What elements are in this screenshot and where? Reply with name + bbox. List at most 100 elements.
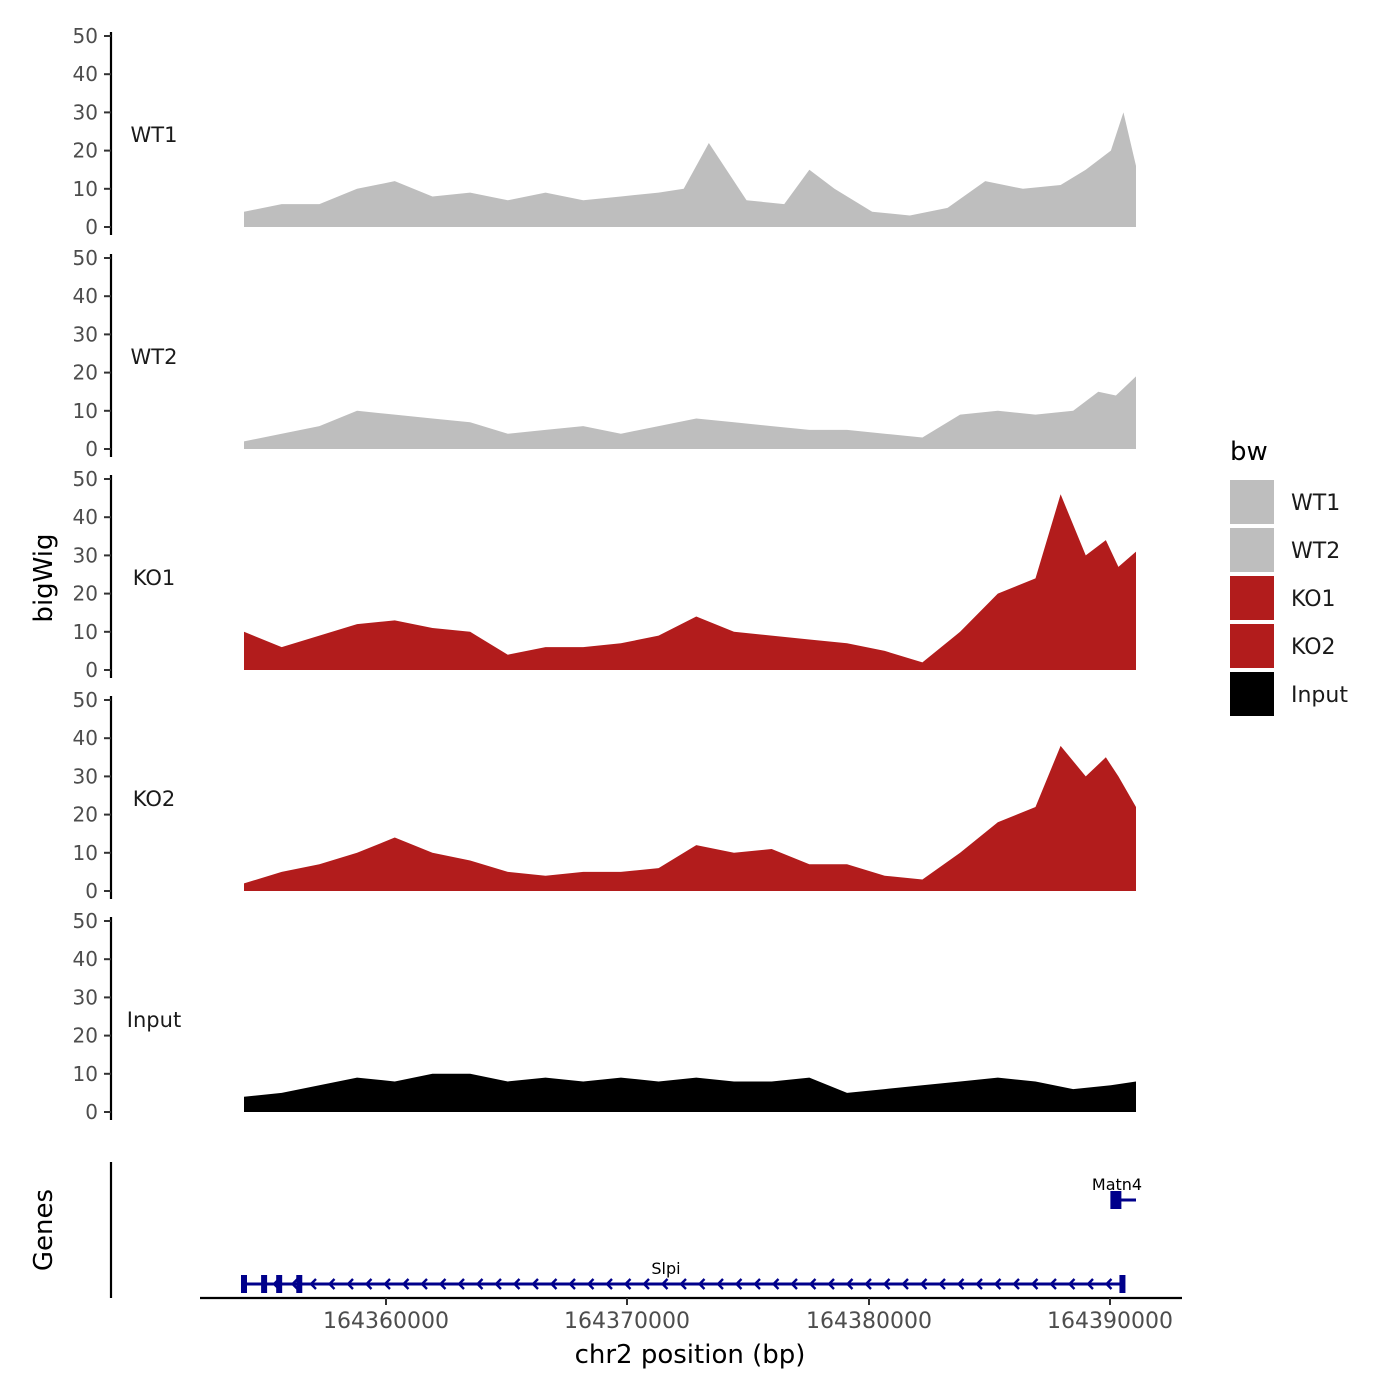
- track-label: KO1: [133, 566, 176, 590]
- strand-arrow: [1067, 1278, 1076, 1290]
- y-tick-label: 0: [85, 879, 98, 903]
- y-tick-label: 40: [73, 284, 98, 308]
- exon: [241, 1275, 247, 1293]
- y-tick-label: 10: [73, 841, 98, 865]
- y-tick-label: 40: [73, 62, 98, 86]
- strand-arrow: [346, 1278, 354, 1290]
- y-tick-label: 20: [73, 582, 98, 606]
- strand-arrow: [623, 1278, 632, 1290]
- y-tick-label: 30: [73, 543, 98, 567]
- track-ko1: 0 10 20 30 40 50 KO1: [73, 467, 1136, 682]
- legend-label: Input: [1291, 683, 1348, 708]
- strand-arrow: [864, 1278, 872, 1290]
- strand-arrow: [1104, 1278, 1113, 1290]
- legend-items: WT1 WT2 KO1 KO2 Input: [1230, 480, 1348, 716]
- legend: bw WT1 WT2 KO1 KO2 Input: [1230, 437, 1348, 716]
- strand-arrow: [697, 1278, 706, 1290]
- strand-arrow: [1030, 1278, 1039, 1290]
- x-ticks: 164360000 164370000 164380000 164390000: [323, 1298, 1173, 1334]
- strand-arrow: [938, 1278, 946, 1290]
- legend-label: WT2: [1291, 539, 1340, 564]
- y-tick-label: 0: [85, 215, 98, 239]
- y-tick-label: 10: [73, 620, 98, 644]
- legend-title: bw: [1230, 437, 1268, 467]
- x-tick-label: 164380000: [806, 1309, 932, 1334]
- y-tick-label: 30: [73, 100, 98, 124]
- y-tick-label: 40: [73, 505, 98, 529]
- y-tick-label: 20: [73, 361, 98, 385]
- legend-label: WT1: [1291, 491, 1340, 516]
- x-tick-label: 164390000: [1047, 1309, 1173, 1334]
- area-ko2: [244, 745, 1136, 891]
- strand-arrow: [1049, 1278, 1057, 1290]
- strand-arrow: [993, 1278, 1002, 1290]
- strand-arrow: [790, 1278, 798, 1290]
- y-tick-label: 30: [73, 322, 98, 346]
- gene-track: Slpi Matn4: [109, 1162, 1142, 1298]
- gene-label: Matn4: [1092, 1175, 1142, 1194]
- strand-arrow: [734, 1278, 743, 1290]
- track-label: WT2: [131, 345, 178, 369]
- exon: [1119, 1275, 1126, 1293]
- exon: [261, 1275, 268, 1293]
- y-tick-label: 20: [73, 803, 98, 827]
- strand-arrow: [457, 1278, 465, 1290]
- area-wt2: [244, 376, 1136, 449]
- x-tick-label: 164360000: [323, 1309, 449, 1334]
- y-tick-label: 10: [73, 399, 98, 423]
- y-tick-label: 40: [73, 726, 98, 750]
- strand-arrow: [475, 1278, 484, 1290]
- strand-arrow: [364, 1278, 373, 1290]
- exon: [1113, 1191, 1122, 1209]
- exon: [296, 1275, 303, 1293]
- track-input: 0 10 20 30 40 50 Input: [73, 909, 1136, 1124]
- legend-swatch: [1230, 528, 1274, 572]
- y-tick-label: 50: [73, 246, 98, 270]
- strand-arrow: [845, 1278, 854, 1290]
- strand-arrow: [1012, 1278, 1020, 1290]
- y-tick-label: 0: [85, 437, 98, 461]
- area-wt1: [244, 112, 1136, 227]
- track-label: Input: [127, 1008, 181, 1032]
- track-label: WT1: [131, 123, 178, 147]
- strand-arrow: [605, 1278, 613, 1290]
- strand-arrow: [383, 1278, 391, 1290]
- strand-arrow: [642, 1278, 650, 1290]
- y-tick-label: 20: [73, 139, 98, 163]
- legend-label: KO2: [1291, 635, 1336, 660]
- strand-arrow: [660, 1278, 669, 1290]
- strand-arrow: [586, 1278, 595, 1290]
- y-tick-label: 10: [73, 177, 98, 201]
- strand-arrow: [716, 1278, 724, 1290]
- legend-swatch: [1230, 624, 1274, 668]
- strand-arrow: [512, 1278, 521, 1290]
- y-tick-label: 40: [73, 947, 98, 971]
- y-tick-label: 50: [73, 909, 98, 933]
- strand-arrow: [549, 1278, 558, 1290]
- exon: [276, 1275, 283, 1293]
- strand-arrow: [531, 1278, 539, 1290]
- y-tick-label: 50: [73, 467, 98, 491]
- strand-arrow: [401, 1278, 410, 1290]
- strand-arrow: [327, 1278, 336, 1290]
- legend-swatch: [1230, 672, 1274, 716]
- gene-label: Slpi: [651, 1259, 680, 1278]
- track-label: KO2: [133, 787, 176, 811]
- strand-arrow: [290, 1278, 299, 1290]
- genes-axis-title: Genes: [29, 1189, 59, 1271]
- y-tick-label: 0: [85, 1100, 98, 1124]
- gene-matn4: Matn4: [1092, 1175, 1142, 1209]
- x-axis-title: chr2 position (bp): [575, 1340, 806, 1370]
- strand-arrow: [1086, 1278, 1094, 1290]
- y-axis-title: bigWig: [29, 533, 59, 622]
- strand-arrow: [827, 1278, 835, 1290]
- x-axis: 164360000 164370000 164380000 164390000 chr…: [200, 1296, 1182, 1370]
- y-tick-label: 0: [85, 658, 98, 682]
- strand-arrow: [438, 1278, 447, 1290]
- genes: Slpi Matn4: [241, 1175, 1142, 1293]
- y-tick-label: 20: [73, 1024, 98, 1048]
- legend-swatch: [1230, 480, 1274, 524]
- y-tick-label: 10: [73, 1062, 98, 1086]
- gene-slpi: Slpi: [241, 1259, 1126, 1293]
- area-ko1: [244, 494, 1136, 670]
